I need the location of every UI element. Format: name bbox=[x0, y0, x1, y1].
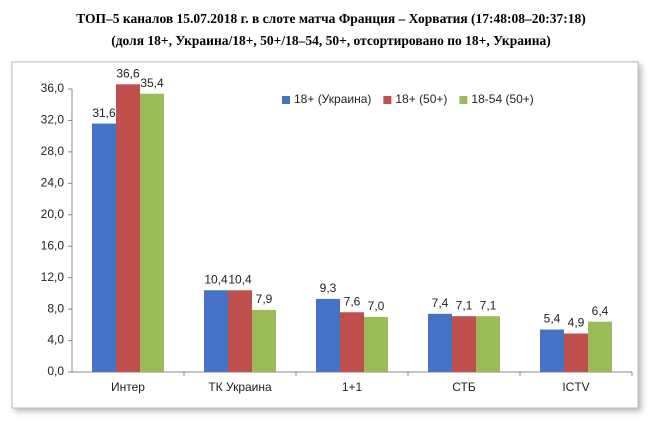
x-tick-label: СТБ bbox=[452, 380, 476, 394]
y-tick-label: 20,0 bbox=[41, 207, 65, 221]
bar bbox=[364, 316, 388, 372]
x-tick-label: ТК Украина bbox=[208, 380, 272, 394]
legend-label: 18-54 (50+) bbox=[471, 92, 533, 106]
legend-label: 18+ (Украина) bbox=[294, 92, 371, 106]
y-tick-label: 12,0 bbox=[41, 270, 65, 284]
value-label: 4,9 bbox=[568, 316, 585, 330]
y-tick-label: 32,0 bbox=[41, 113, 65, 127]
y-tick-label: 0,0 bbox=[47, 364, 64, 378]
bar bbox=[252, 309, 276, 372]
value-label: 10,4 bbox=[228, 272, 252, 286]
bar bbox=[316, 298, 340, 372]
legend-swatch bbox=[383, 96, 392, 104]
legend-swatch bbox=[282, 96, 290, 104]
chart-title: ТОП–5 каналов 15.07.2018 г. в слоте матч… bbox=[76, 11, 586, 26]
bar bbox=[228, 290, 252, 372]
value-label: 31,6 bbox=[92, 106, 116, 120]
bar bbox=[428, 313, 452, 372]
x-tick-label: 1+1 bbox=[342, 380, 363, 394]
value-label: 35,4 bbox=[140, 76, 164, 90]
bar bbox=[116, 84, 140, 373]
value-label: 6,4 bbox=[592, 304, 609, 318]
bar bbox=[476, 316, 500, 372]
chart-subtitle: (доля 18+, Украина/18+, 50+/18–54, 50+, … bbox=[111, 33, 551, 48]
legend-swatch bbox=[459, 96, 468, 104]
value-label: 7,4 bbox=[432, 296, 449, 310]
bar bbox=[204, 290, 228, 372]
bar bbox=[140, 93, 164, 372]
value-label: 7,0 bbox=[368, 299, 385, 313]
y-tick-label: 4,0 bbox=[47, 333, 64, 347]
value-label: 36,6 bbox=[116, 66, 140, 80]
bar bbox=[540, 329, 564, 372]
value-label: 10,4 bbox=[204, 272, 228, 286]
bar bbox=[564, 333, 588, 372]
bar bbox=[588, 321, 612, 372]
value-label: 7,9 bbox=[256, 292, 273, 306]
value-label: 7,6 bbox=[344, 294, 361, 308]
y-tick-label: 16,0 bbox=[41, 238, 65, 252]
bar bbox=[452, 316, 476, 372]
y-tick-label: 28,0 bbox=[41, 144, 65, 158]
x-tick-label: ICTV bbox=[562, 380, 589, 394]
legend-label: 18+ (50+) bbox=[395, 92, 447, 106]
y-tick-label: 24,0 bbox=[41, 176, 65, 190]
y-tick-label: 8,0 bbox=[47, 301, 64, 315]
value-label: 5,4 bbox=[544, 312, 561, 326]
y-tick-label: 36,0 bbox=[41, 81, 65, 95]
bar bbox=[340, 312, 364, 372]
value-label: 9,3 bbox=[320, 281, 337, 295]
value-label: 7,1 bbox=[456, 298, 473, 312]
value-label: 7,1 bbox=[480, 298, 497, 312]
bar bbox=[92, 123, 116, 372]
x-tick-label: Интер bbox=[111, 380, 145, 394]
